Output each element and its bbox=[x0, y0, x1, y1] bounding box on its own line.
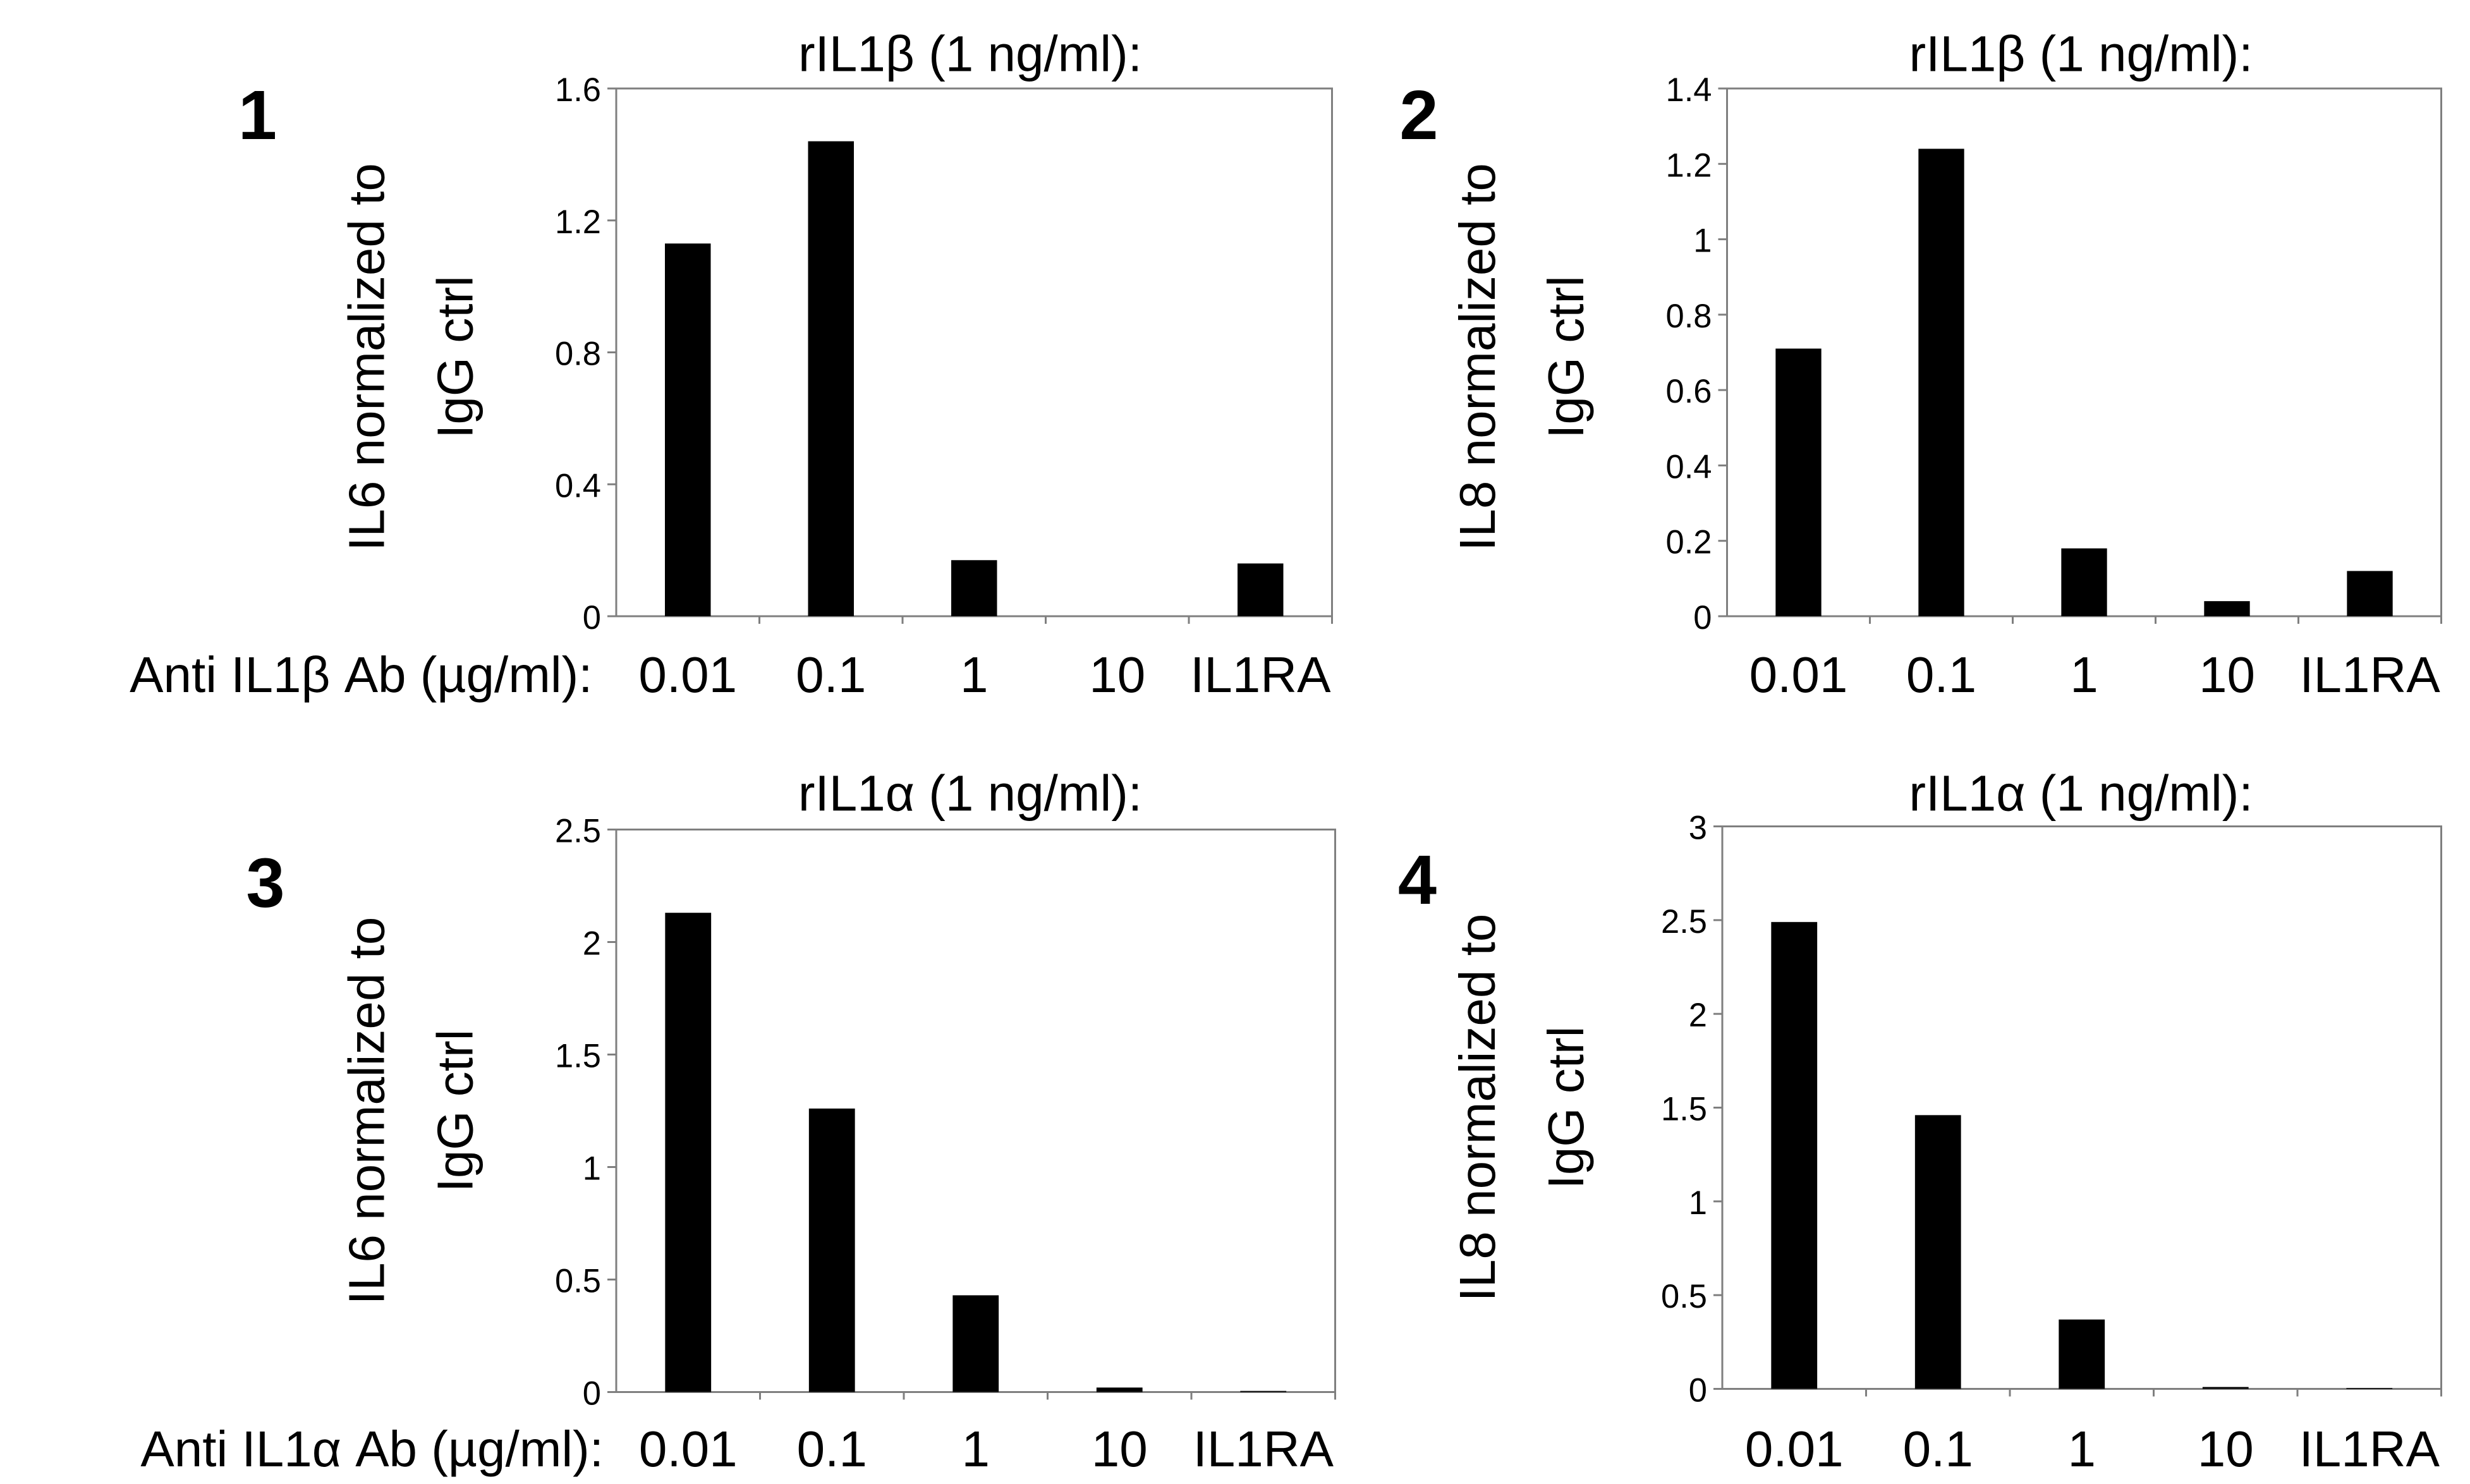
x-tick-label: 10 bbox=[2199, 647, 2255, 703]
bar bbox=[951, 560, 997, 616]
bar bbox=[1775, 348, 1822, 616]
bar bbox=[808, 1108, 855, 1392]
bar bbox=[1918, 149, 1964, 616]
y-tick-label: 0.5 bbox=[555, 1263, 601, 1300]
bar bbox=[2059, 1319, 2105, 1389]
y-axis-label: IL6 normalized to IgG ctrl bbox=[339, 917, 484, 1305]
bar bbox=[1914, 1115, 1961, 1389]
y-axis-label-line: IL6 normalized to bbox=[339, 917, 395, 1305]
x-tick-label: IL1RA bbox=[1190, 647, 1331, 703]
y-tick-label: 1 bbox=[1689, 1184, 1707, 1222]
x-tick-label: 1 bbox=[960, 647, 989, 703]
x-tick-label: 1 bbox=[2070, 647, 2098, 703]
y-tick-label: 1.2 bbox=[555, 204, 601, 241]
plot-area-2 bbox=[1726, 87, 2442, 617]
x-tick-label: 0.1 bbox=[796, 647, 866, 703]
bar bbox=[952, 1295, 999, 1392]
bar bbox=[1240, 1390, 1287, 1392]
y-axis-label-line: IgG ctrl bbox=[427, 1030, 484, 1193]
x-tick-label: 10 bbox=[2198, 1421, 2254, 1477]
chart-title: rIL1β (1 ng/ml): bbox=[798, 26, 1142, 82]
y-axis-label: IL8 normalized to IgG ctrl bbox=[1449, 163, 1594, 551]
x-axis-label: Anti IL1α Ab (µg/ml): bbox=[140, 1421, 604, 1477]
bar bbox=[2347, 571, 2393, 616]
y-tick-label: 0.4 bbox=[555, 467, 601, 504]
x-tick-label: 0.01 bbox=[1749, 647, 1848, 703]
bar bbox=[665, 243, 711, 616]
y-tick-label: 2 bbox=[1689, 997, 1707, 1034]
y-axis-label-line: IgG ctrl bbox=[1538, 1026, 1594, 1189]
y-tick-label: 2.5 bbox=[555, 813, 601, 850]
x-tick-label: 0.01 bbox=[638, 647, 737, 703]
x-tick-label: 1 bbox=[2068, 1421, 2096, 1477]
bar bbox=[1771, 921, 1818, 1389]
y-tick-label: 0.8 bbox=[1666, 298, 1712, 335]
panel-label: 1 bbox=[238, 76, 277, 154]
y-tick-label: 0.5 bbox=[1661, 1278, 1707, 1315]
chart-title: rIL1α (1 ng/ml): bbox=[1909, 765, 2253, 822]
x-tick-label: 10 bbox=[1089, 647, 1145, 703]
x-tick-label: 0.1 bbox=[1903, 1421, 1973, 1477]
y-tick-label: 2.5 bbox=[1661, 903, 1707, 940]
y-axis-label-line: IL8 normalized to bbox=[1449, 163, 1506, 551]
y-tick-label: 0 bbox=[583, 1375, 601, 1413]
y-tick-label: 1.5 bbox=[1661, 1091, 1707, 1128]
y-tick-label: 0.4 bbox=[1666, 448, 1712, 485]
x-tick-label: IL1RA bbox=[2299, 1421, 2440, 1477]
bar bbox=[2061, 548, 2107, 616]
panel-label: 4 bbox=[1398, 841, 1437, 919]
x-tick-label: 0.1 bbox=[797, 1421, 867, 1477]
x-tick-label: 10 bbox=[1092, 1421, 1148, 1477]
y-tick-label: 1 bbox=[1693, 222, 1712, 260]
y-axis-label-line: IL6 normalized to bbox=[339, 163, 395, 551]
y-axis-label-line: IgG ctrl bbox=[427, 276, 484, 439]
y-tick-label: 2 bbox=[583, 925, 601, 963]
y-tick-label: 0 bbox=[1689, 1372, 1707, 1409]
chart-title: rIL1β (1 ng/ml): bbox=[1909, 26, 2253, 82]
y-axis-label-line: IL8 normalized to bbox=[1449, 914, 1506, 1302]
y-axis-label-line: IgG ctrl bbox=[1538, 276, 1594, 439]
bar bbox=[1238, 563, 1284, 616]
y-tick-label: 0 bbox=[583, 599, 601, 636]
bar bbox=[665, 913, 712, 1392]
y-tick-label: 0.6 bbox=[1666, 373, 1712, 410]
y-tick-label: 1.6 bbox=[555, 71, 601, 109]
y-tick-label: 1.2 bbox=[1666, 147, 1712, 184]
bar bbox=[808, 141, 854, 616]
bar bbox=[2346, 1388, 2393, 1389]
x-tick-label: 0.01 bbox=[639, 1421, 738, 1477]
y-tick-label: 0 bbox=[1693, 599, 1712, 636]
x-tick-label: IL1RA bbox=[1193, 1421, 1334, 1477]
x-tick-label: IL1RA bbox=[2299, 647, 2440, 703]
x-axis-label: Anti IL1β Ab (µg/ml): bbox=[130, 647, 592, 703]
chart-title: rIL1α (1 ng/ml): bbox=[798, 765, 1142, 822]
bar bbox=[2204, 601, 2250, 616]
bar bbox=[2202, 1387, 2249, 1389]
y-tick-label: 3 bbox=[1689, 810, 1707, 847]
plot-area-1 bbox=[615, 87, 1333, 617]
y-tick-label: 1.5 bbox=[555, 1038, 601, 1075]
x-tick-label: 1 bbox=[962, 1421, 990, 1477]
panel-label: 2 bbox=[1399, 76, 1438, 154]
y-tick-label: 0.8 bbox=[555, 336, 601, 373]
y-tick-label: 1.4 bbox=[1666, 71, 1712, 109]
y-tick-label: 1 bbox=[583, 1150, 601, 1188]
x-tick-label: 0.1 bbox=[1906, 647, 1976, 703]
bar bbox=[1096, 1387, 1143, 1392]
plot-area-4 bbox=[1721, 825, 2442, 1390]
y-axis-label: IL8 normalized to IgG ctrl bbox=[1449, 914, 1594, 1302]
x-tick-label: 0.01 bbox=[1745, 1421, 1844, 1477]
y-axis-label: IL6 normalized to IgG ctrl bbox=[339, 163, 484, 551]
panel-label: 3 bbox=[246, 844, 284, 922]
y-tick-label: 0.2 bbox=[1666, 524, 1712, 561]
